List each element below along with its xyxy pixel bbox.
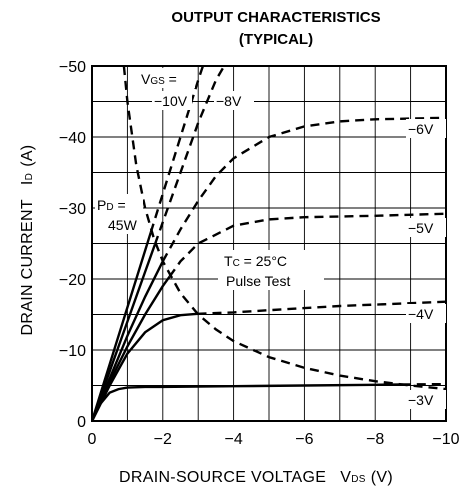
chart-title-line2: (TYPICAL)	[239, 31, 313, 48]
y-tick-label: 0	[77, 414, 86, 431]
tick-labels: 0 −2 −4 −6 −8 −10 0 −10 −20 −30 −40 −50	[59, 59, 460, 448]
vgs-curve-dashed	[161, 116, 446, 262]
series-label: −4V	[408, 306, 434, 322]
x-tick-label: −8	[366, 431, 384, 448]
series-label: −8V	[216, 93, 242, 109]
plot-frame	[91, 65, 447, 422]
pd-annotation: PD = 45W	[95, 194, 143, 234]
y-axis-label: DRAIN CURRENTID(A)	[19, 145, 36, 336]
y-tick-label: −20	[59, 272, 86, 289]
x-tick-label: −4	[224, 431, 242, 448]
y-tick-label: −10	[59, 343, 86, 360]
power-dissipation-curve	[122, 66, 446, 391]
series-label: −3V	[408, 392, 434, 408]
x-tick-label: −6	[295, 431, 313, 448]
x-tick-label: −2	[154, 431, 172, 448]
series-label: −6V	[408, 121, 434, 137]
curves	[92, 66, 446, 421]
vgs-curve-dashed	[168, 212, 446, 278]
vgs-curve-solid	[92, 383, 402, 421]
svg-text:PD =: PD =	[97, 197, 126, 213]
series-labels: −10V −8V −6V −5V −4V −3V	[152, 91, 446, 409]
vgs-curve-solid	[92, 244, 157, 421]
vgs-curve-solid	[92, 312, 198, 421]
y-tick-label: −50	[59, 59, 86, 76]
y-tick-label: −40	[59, 130, 86, 147]
vgs-curve-solid	[92, 275, 171, 421]
vgs-curve-solid	[92, 231, 152, 421]
x-tick-label: 0	[88, 431, 97, 448]
vgs-curve-dashed	[153, 66, 226, 245]
vgs-curve-dashed	[149, 66, 205, 233]
series-label: −5V	[408, 220, 434, 236]
x-axis-label: DRAIN-SOURCE VOLTAGE VDS (V)	[119, 469, 393, 486]
x-tick-label: −10	[432, 431, 459, 448]
series-label: −10V	[154, 93, 188, 109]
tc-annotation: TC = 25°C Pulse Test	[218, 250, 324, 290]
pulse-test-label: Pulse Test	[226, 273, 290, 289]
svg-text:TC = 25°C: TC = 25°C	[224, 253, 287, 269]
vgs-annotation: VGS =	[139, 68, 195, 88]
y-tick-label: −30	[59, 201, 86, 218]
vgs-curve-dashed	[197, 300, 446, 315]
chart-title-line1: OUTPUT CHARACTERISTICS	[171, 9, 380, 26]
svg-text:VGS =: VGS =	[141, 71, 177, 87]
pd-value: 45W	[108, 217, 138, 233]
